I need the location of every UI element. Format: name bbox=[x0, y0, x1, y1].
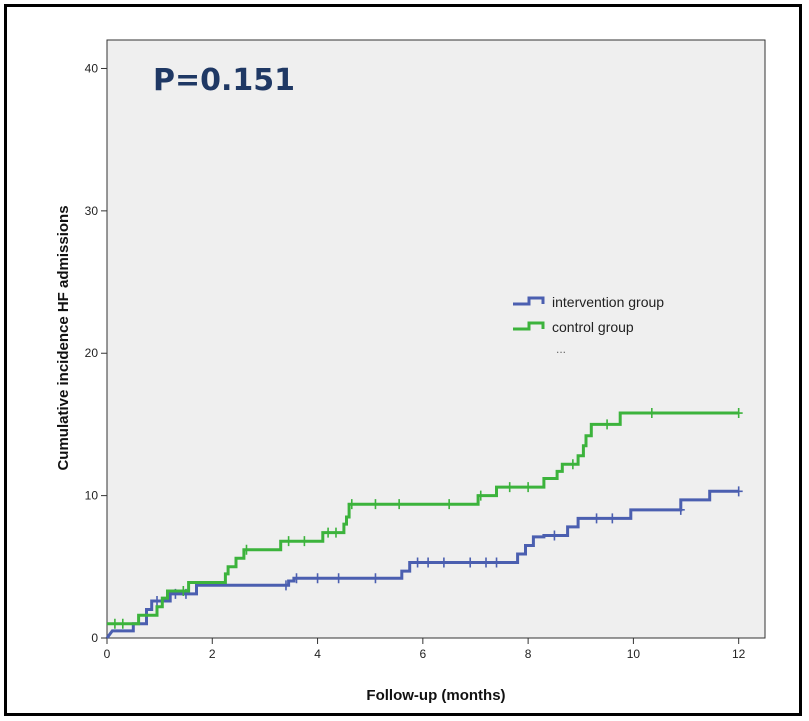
control-group-censor-mark bbox=[568, 459, 577, 470]
intervention-group-censor-mark bbox=[439, 557, 448, 568]
legend-extra-entry: ... bbox=[556, 342, 566, 356]
intervention-group-censor-mark bbox=[676, 504, 685, 515]
x-tick-label: 8 bbox=[525, 647, 532, 661]
intervention-group-censor-mark bbox=[424, 557, 433, 568]
y-tick-label: 10 bbox=[85, 489, 99, 503]
x-tick-label: 6 bbox=[419, 647, 426, 661]
intervention-group-censor-mark bbox=[281, 580, 290, 591]
control-group-censor-mark bbox=[603, 419, 612, 430]
intervention-group-censor-mark bbox=[371, 573, 380, 584]
control-group-censor-mark bbox=[179, 586, 188, 597]
control-group-censor-mark bbox=[524, 482, 533, 493]
control-group-censor-mark bbox=[284, 536, 293, 547]
x-tick-label: 0 bbox=[104, 647, 111, 661]
intervention-group-censor-mark bbox=[153, 595, 162, 606]
intervention-group-censor-mark bbox=[292, 573, 301, 584]
control-group-censor-mark bbox=[395, 499, 404, 510]
control-group-censor-mark bbox=[347, 499, 356, 510]
x-tick-label: 10 bbox=[627, 647, 641, 661]
legend-label: intervention group bbox=[552, 294, 664, 310]
p-value-annotation: P=0.151 bbox=[153, 63, 295, 98]
intervention-group-censor-mark bbox=[492, 557, 501, 568]
intervention-group-censor-mark bbox=[334, 573, 343, 584]
series-layer bbox=[105, 408, 743, 639]
control-group-censor-mark bbox=[242, 544, 251, 555]
intervention-group-censor-mark bbox=[550, 530, 559, 541]
intervention-group-censor-mark bbox=[608, 513, 617, 524]
control-group-censor-mark bbox=[118, 618, 127, 629]
y-tick-label: 40 bbox=[85, 61, 99, 75]
legend: intervention group control group... bbox=[513, 294, 664, 356]
control-group-censor-mark bbox=[445, 499, 454, 510]
control-group-censor-mark bbox=[331, 527, 340, 538]
intervention-group-censor-mark bbox=[482, 557, 491, 568]
intervention-group-censor-mark bbox=[592, 513, 601, 524]
x-tick-label: 2 bbox=[209, 647, 216, 661]
control-group-line bbox=[107, 411, 739, 626]
y-tick-label: 30 bbox=[85, 204, 99, 218]
plot-area bbox=[106, 39, 766, 639]
legend-swatch bbox=[513, 296, 545, 306]
control-group-censor-mark bbox=[110, 618, 119, 629]
intervention-group-censor-mark bbox=[734, 486, 743, 497]
control-group-censor-mark bbox=[476, 490, 485, 501]
x-tick-label: 12 bbox=[732, 647, 746, 661]
control-group-censor-mark bbox=[300, 536, 309, 547]
y-axis-title: Cumulative incidence HF admissions bbox=[55, 205, 72, 470]
control-group-censor-mark bbox=[505, 482, 514, 493]
legend-label: control group bbox=[552, 319, 634, 335]
control-group-censor-mark bbox=[371, 499, 380, 510]
intervention-group-censor-mark bbox=[466, 557, 475, 568]
control-group-censor-mark bbox=[734, 408, 743, 419]
x-axis-title: Follow-up (months) bbox=[366, 687, 505, 704]
y-tick-label: 0 bbox=[91, 631, 98, 645]
intervention-group-censor-mark bbox=[413, 557, 422, 568]
control-group-censor-mark bbox=[647, 408, 656, 419]
x-tick-label: 4 bbox=[314, 647, 321, 661]
legend-swatch bbox=[513, 321, 545, 331]
control-group-censor-mark bbox=[324, 527, 333, 538]
y-tick-label: 20 bbox=[85, 346, 99, 360]
axes: 0 2 4 6 8 10 12 0 10 20 30 40 bbox=[85, 61, 746, 661]
intervention-group-censor-mark bbox=[313, 573, 322, 584]
